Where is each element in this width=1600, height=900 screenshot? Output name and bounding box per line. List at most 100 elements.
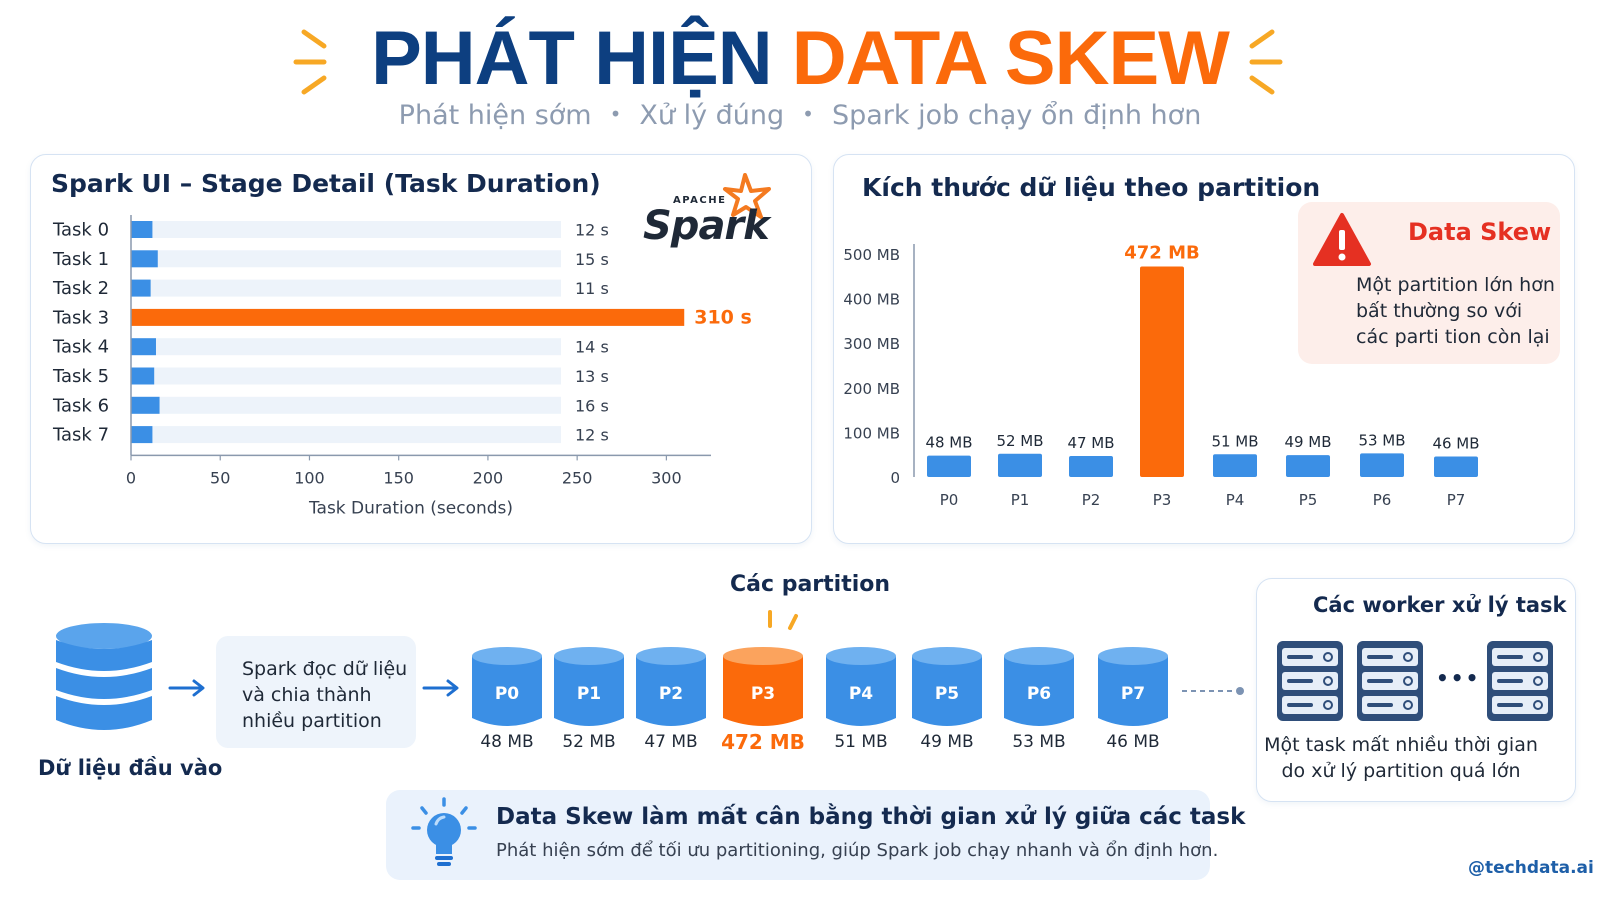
partition-size-chart: 500 MB 400 MB 300 MB 200 MB 100 MB 0 48 MB P0 52… [843, 242, 1479, 509]
database-icon [56, 623, 152, 730]
task-bar [131, 279, 151, 297]
x-tick-label: P2 [1082, 491, 1101, 509]
partition-value-label: 48 MB [925, 434, 972, 452]
x-tick-label: P3 [1153, 491, 1172, 509]
x-axis-title: Task Duration (seconds) [308, 498, 513, 518]
bar-track [131, 367, 561, 385]
task-value-label: 12 s [575, 221, 609, 240]
workers-title: Các worker xử lý task [1313, 593, 1567, 617]
partitions-title: Các partition [730, 572, 891, 597]
task-bar [131, 426, 153, 444]
partition-cylinder [826, 646, 896, 728]
server-icon [1356, 640, 1424, 722]
server-icon [1276, 640, 1344, 722]
task-bar [131, 250, 158, 268]
subtitle-item: Xử lý đúng [639, 100, 785, 131]
y-tick-label: 0 [890, 469, 900, 487]
server-icon [1486, 640, 1554, 722]
partition-size-label: 49 MB [920, 732, 974, 752]
task-value-label: 310 s [694, 306, 752, 328]
spark-logo-small: APACHE [673, 195, 726, 206]
task-bar [131, 338, 156, 356]
x-tick-label: P5 [1299, 491, 1318, 509]
partition-size-label: 48 MB [480, 732, 534, 752]
task-value-label: 16 s [575, 396, 609, 415]
partition-bar [1069, 456, 1113, 477]
partition-size-label: 53 MB [1012, 732, 1066, 752]
spark-read-box: Spark đọc dữ liệu và chia thành nhiều pa… [216, 636, 416, 748]
partition-value-label: 52 MB [996, 432, 1043, 450]
task-label: Task 2 [52, 278, 109, 299]
task-value-label: 15 s [575, 250, 609, 269]
data-skew-alert: Data Skew Một partition lớn hơn bất thườ… [1298, 202, 1560, 364]
partition-size-label: 47 MB [644, 732, 698, 752]
partition-cylinder [723, 646, 803, 728]
partition-label: P2 [658, 684, 684, 704]
partition-bar [1360, 453, 1404, 477]
task-label: Task 1 [52, 249, 109, 270]
partition-label: P1 [576, 684, 602, 704]
partition-panel-title: Kích thước dữ liệu theo partition [862, 173, 1321, 202]
partition-cylinder [636, 646, 706, 728]
x-tick-label: 0 [126, 468, 136, 487]
workers-ellipsis: ••• [1436, 666, 1481, 690]
author-handle: @techdata.ai [1468, 858, 1594, 878]
bar-track [131, 221, 561, 238]
spark-star-icon [723, 173, 771, 219]
workers-text: Một task mất nhiều thời gian do xử lý pa… [1264, 734, 1538, 782]
partition-bar [927, 455, 971, 477]
partition-label: P7 [1120, 684, 1146, 704]
partition-label: P5 [934, 684, 960, 704]
partition-bar [1434, 456, 1478, 477]
x-tick-label: 250 [562, 468, 593, 487]
task-label: Task 6 [52, 395, 109, 416]
partition-cylinder [1098, 646, 1168, 728]
partition-size-label: 472 MB [721, 730, 805, 754]
y-tick-label: 200 MB [843, 380, 900, 398]
x-tick-label: 150 [383, 468, 414, 487]
partition-bar [1286, 455, 1330, 477]
arrow-right-icon [422, 679, 459, 697]
partition-label: P0 [494, 684, 520, 704]
alert-title: Data Skew [1408, 218, 1552, 246]
x-tick-label: P4 [1226, 491, 1245, 509]
task-label: Task 4 [52, 337, 109, 358]
x-tick-label: P6 [1373, 491, 1392, 509]
tip-text: Phát hiện sớm để tối ưu partitioning, gi… [496, 840, 1219, 861]
bar-track [131, 396, 561, 414]
task-value-label: 14 s [575, 338, 609, 357]
task-bar [131, 308, 685, 326]
title-part-2: DATA SKEW [791, 16, 1230, 101]
task-duration-chart: Task 0 12 s Task 1 15 s Task 2 11 s Task 3 310 … [52, 215, 752, 518]
partition-label: P4 [848, 684, 874, 704]
spark-read-text: Spark đọc dữ liệu và chia thành nhiều pa… [242, 658, 408, 732]
task-label: Task 3 [52, 307, 109, 328]
task-bar [131, 396, 160, 414]
task-value-label: 12 s [575, 426, 609, 445]
task-label: Task 5 [52, 366, 109, 387]
title-part-1: PHÁT HIỆN [371, 16, 773, 101]
lightbulb-icon [411, 797, 477, 866]
subtitle-item: Spark job chạy ổn định hơn [831, 100, 1202, 131]
partition-cylinder [912, 646, 982, 728]
task-duration-panel: Spark UI – Stage Detail (Task Duration) … [30, 154, 812, 544]
hot-spark-icon [768, 610, 798, 630]
partition-value-label: 472 MB [1124, 242, 1199, 263]
tip-title: Data Skew làm mất cân bằng thời gian xử … [496, 804, 1246, 830]
input-data-label: Dữ liệu đầu vào [38, 756, 223, 780]
spark-deco-left-icon [293, 29, 327, 95]
x-tick-label: 200 [473, 468, 504, 487]
task-bar [131, 221, 153, 238]
partition-value-label: 46 MB [1432, 434, 1479, 452]
task-value-label: 11 s [575, 279, 609, 298]
subtitle-item: Phát hiện sớm [398, 100, 592, 131]
partition-label: P3 [750, 684, 776, 704]
task-panel-title: Spark UI – Stage Detail (Task Duration) [51, 169, 601, 198]
x-tick-label: 100 [294, 468, 325, 487]
y-tick-label: 400 MB [843, 291, 900, 309]
x-tick-label: P7 [1447, 491, 1466, 509]
bar-track [131, 338, 561, 356]
task-value-label: 13 s [575, 367, 609, 386]
subtitle-separator: • [802, 102, 814, 126]
spark-deco-right-icon [1249, 29, 1283, 95]
